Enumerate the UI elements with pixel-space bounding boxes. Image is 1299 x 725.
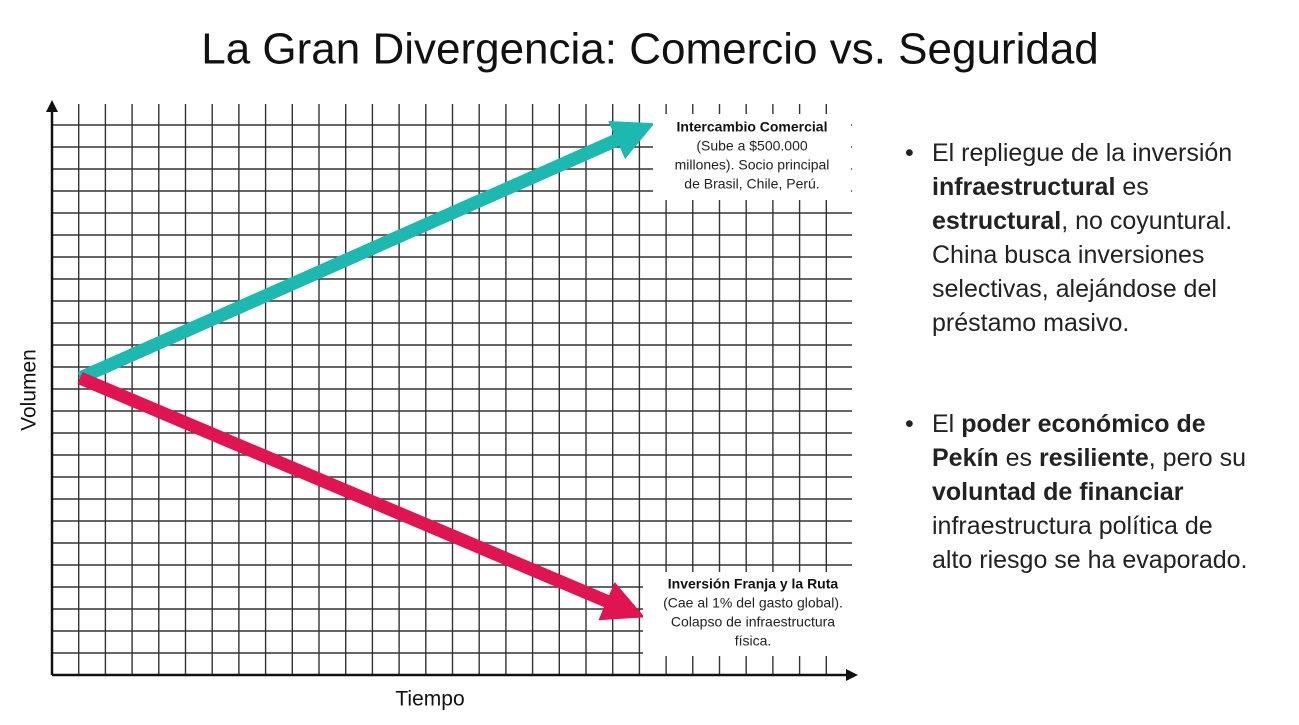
annotation-line: (Sube a $500.000 [696, 138, 808, 154]
bold-text: voluntad de financiar [932, 478, 1184, 506]
text: préstamo masivo. [932, 309, 1130, 337]
annotation-title: Inversión Franja y la Ruta [668, 576, 839, 592]
investment-arrow [77, 372, 645, 621]
text: , pero su [1148, 444, 1247, 472]
annotation-line: de Brasil, Chile, Perú. [684, 176, 819, 192]
annotation-title: Intercambio Comercial [677, 119, 828, 135]
bold-text: estructural [932, 207, 1062, 235]
bullet: El repliegue de la inversión infraestruct… [905, 136, 1285, 340]
y-axis-label: Volumen [18, 349, 41, 431]
x-axis-arrow [846, 669, 858, 681]
bullet-line: alto riesgo se ha evaporado. [932, 543, 1285, 577]
annotation-line: Colapso de infraestructura [671, 614, 835, 630]
text: es [998, 444, 1039, 472]
bold-text: resiliente [1039, 444, 1149, 472]
text: selectivas, alejándose del [932, 275, 1217, 303]
title: La Gran Divergencia: Comercio vs. Seguri… [201, 25, 1099, 74]
text: alto riesgo se ha evaporado. [932, 546, 1248, 574]
trade-arrow [77, 121, 655, 384]
bullet-line: China busca inversiones [932, 238, 1285, 272]
bullet-list: El repliegue de la inversión infraestruct… [905, 136, 1285, 577]
bold-text: Pekín [932, 444, 999, 472]
text: es [1115, 173, 1149, 201]
bullet-line: voluntad de financiar [932, 475, 1285, 509]
bold-text: infraestructural [932, 173, 1116, 201]
text: , no coyuntural. [1061, 207, 1233, 235]
text: El repliegue de la inversión [932, 139, 1233, 167]
bullet-line: préstamo masivo. [932, 306, 1285, 340]
text: El [932, 410, 962, 438]
annotation-line: física. [735, 633, 772, 649]
annotations: Intercambio Comercial (Sube a $500.000 mil… [663, 119, 843, 649]
annotation-line: millones). Socio principal [675, 157, 830, 173]
bullet-line: selectivas, alejándose del [932, 272, 1285, 306]
bullet-line: estructural, no coyuntural. [932, 204, 1285, 238]
bold-text: poder económico de [961, 410, 1206, 438]
text: infraestructura política de [932, 512, 1213, 540]
text: China busca inversiones [932, 241, 1205, 269]
annotation-box [653, 114, 851, 200]
bullet-line: El poder económico de [932, 407, 1285, 441]
annotation-box [643, 572, 863, 656]
bullet-line: infraestructural es [932, 170, 1285, 204]
bullet-line: infraestructura política de [932, 509, 1285, 543]
y-axis-arrow [46, 100, 58, 112]
x-axis-label: Tiempo [395, 688, 464, 711]
bullet-line: Pekín es resiliente, pero su [932, 441, 1285, 475]
annotation-line: (Cae al 1% del gasto global). [663, 595, 843, 611]
bullet-line: El repliegue de la inversión [932, 136, 1285, 170]
